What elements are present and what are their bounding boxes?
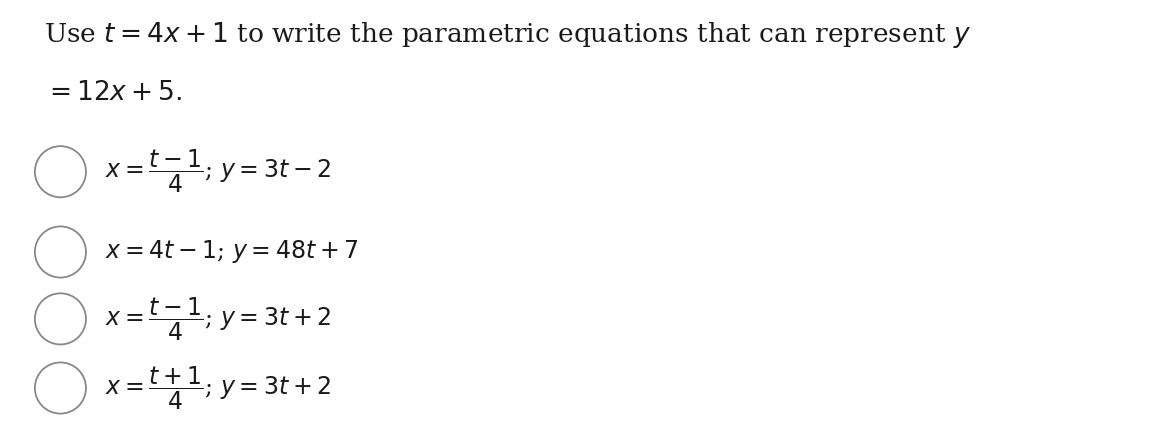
Text: Use $t = 4x + 1$ to write the parametric equations that can represent $y$: Use $t = 4x + 1$ to write the parametric… <box>44 20 971 50</box>
Text: $x = \dfrac{t-1}{4}$; $y = 3t - 2$: $x = \dfrac{t-1}{4}$; $y = 3t - 2$ <box>105 148 331 195</box>
Text: $x = \dfrac{t+1}{4}$; $y = 3t + 2$: $x = \dfrac{t+1}{4}$; $y = 3t + 2$ <box>105 364 331 412</box>
Text: $x = 4t - 1$; $y = 48t + 7$: $x = 4t - 1$; $y = 48t + 7$ <box>105 239 358 265</box>
Text: $= 12x + 5.$: $= 12x + 5.$ <box>44 80 182 105</box>
Text: $x = \dfrac{t-1}{4}$; $y = 3t + 2$: $x = \dfrac{t-1}{4}$; $y = 3t + 2$ <box>105 295 331 343</box>
